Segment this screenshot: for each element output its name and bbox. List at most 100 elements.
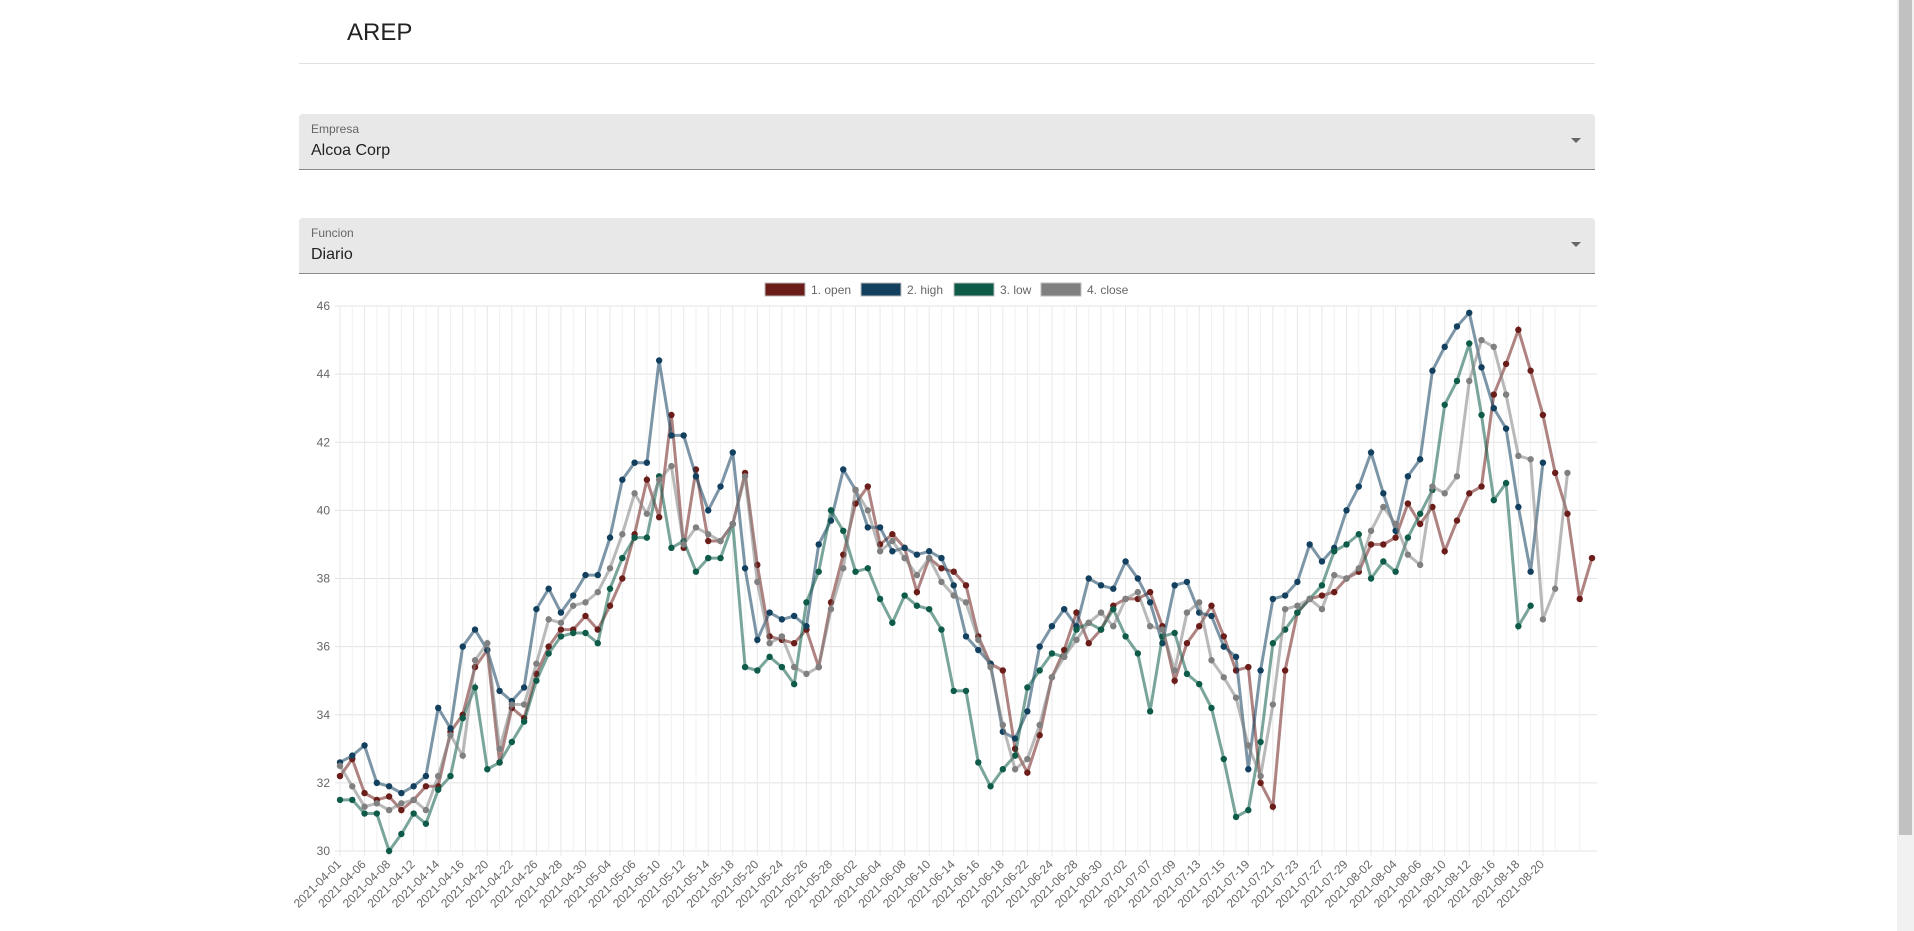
- data-point-high: [1269, 595, 1277, 603]
- y-tick-label: 30: [317, 844, 331, 858]
- data-point-high: [631, 459, 638, 466]
- data-point-open: [950, 568, 957, 575]
- data-point-open: [1404, 500, 1412, 507]
- data-point-low: [1478, 411, 1485, 419]
- data-point-high: [373, 779, 381, 787]
- data-point-high: [1024, 708, 1031, 715]
- data-point-open: [582, 612, 589, 620]
- data-point-close: [1036, 721, 1043, 729]
- data-point-high: [349, 752, 356, 759]
- data-point-close: [1466, 377, 1473, 385]
- data-point-open: [1416, 520, 1424, 528]
- data-point-low: [1048, 650, 1056, 657]
- data-point-low: [570, 629, 577, 637]
- data-point-close: [950, 592, 957, 599]
- data-point-open: [705, 537, 712, 545]
- data-point-close: [925, 554, 933, 562]
- data-point-open: [889, 531, 896, 538]
- data-point-high: [1171, 582, 1178, 589]
- data-point-open: [643, 476, 651, 483]
- data-point-close: [717, 537, 724, 545]
- data-point-close: [1245, 742, 1252, 749]
- data-point-close: [1294, 602, 1301, 609]
- data-point-high: [655, 357, 663, 364]
- data-point-open: [1576, 595, 1583, 603]
- main-container: AREP Empresa Alcoa Corp Funcion Diario: [299, 0, 1595, 274]
- chevron-down-icon[interactable]: [1571, 138, 1581, 143]
- y-tick-label: 46: [317, 299, 331, 313]
- data-point-low: [1343, 541, 1350, 548]
- data-point-low: [1331, 548, 1338, 555]
- data-point-low: [901, 592, 908, 599]
- data-point-low: [361, 810, 368, 817]
- data-point-high: [913, 551, 921, 558]
- chevron-down-icon[interactable]: [1571, 242, 1581, 247]
- data-point-close: [1478, 336, 1485, 344]
- data-point-low: [754, 667, 761, 674]
- data-point-close: [938, 578, 945, 586]
- data-point-low: [631, 534, 638, 541]
- data-point-high: [410, 783, 417, 790]
- data-point-low: [1110, 605, 1117, 613]
- data-point-low: [373, 810, 381, 817]
- data-point-high: [741, 565, 749, 572]
- data-point-low: [852, 568, 859, 575]
- data-point-close: [410, 796, 417, 804]
- data-point-high: [385, 783, 393, 790]
- data-point-open: [1196, 622, 1203, 630]
- data-point-low: [1011, 752, 1019, 759]
- data-point-low: [876, 595, 884, 603]
- data-point-high: [619, 476, 626, 483]
- data-point-high: [1232, 653, 1240, 661]
- series-line-low: [340, 343, 1532, 855]
- data-point-high: [1085, 575, 1092, 582]
- legend-swatch-close: [1040, 282, 1082, 297]
- funcion-select[interactable]: Funcion Diario: [299, 218, 1595, 274]
- data-point-low: [1490, 496, 1498, 504]
- data-point-high: [1416, 456, 1424, 463]
- legend-label-open: 1. open: [811, 283, 851, 297]
- data-point-high: [1220, 643, 1227, 650]
- legend-label-low: 3. low: [1000, 283, 1032, 297]
- app-header: AREP: [299, 0, 1595, 64]
- data-point-close: [1404, 551, 1412, 558]
- data-point-close: [790, 663, 798, 671]
- data-point-close: [840, 565, 847, 572]
- data-point-close: [1232, 694, 1240, 701]
- data-point-high: [1294, 578, 1301, 586]
- data-point-open: [1453, 517, 1461, 524]
- data-point-open: [398, 806, 405, 814]
- funcion-label: Funcion: [311, 226, 354, 240]
- data-point-close: [1551, 585, 1559, 592]
- data-point-close: [901, 554, 908, 562]
- funcion-value: Diario: [311, 246, 353, 263]
- data-point-open: [1551, 469, 1559, 477]
- data-point-open: [1380, 541, 1387, 548]
- y-tick-label: 40: [317, 503, 331, 517]
- data-point-close: [447, 731, 454, 739]
- data-point-close: [864, 507, 872, 514]
- data-point-high: [1281, 592, 1289, 599]
- page-scrollbar[interactable]: [1897, 0, 1914, 931]
- data-point-close: [1011, 766, 1019, 773]
- data-point-close: [1490, 343, 1498, 351]
- data-point-high: [705, 507, 712, 514]
- data-point-close: [1183, 609, 1191, 616]
- data-point-open: [1367, 541, 1375, 548]
- empresa-select[interactable]: Empresa Alcoa Corp: [299, 114, 1595, 170]
- data-point-low: [1515, 622, 1522, 630]
- data-point-low: [999, 766, 1007, 773]
- data-point-close: [1073, 636, 1080, 644]
- data-point-close: [1024, 755, 1031, 763]
- data-point-close: [1171, 667, 1178, 674]
- data-point-open: [545, 643, 552, 650]
- data-point-close: [975, 636, 982, 644]
- data-point-close: [545, 616, 552, 623]
- data-point-low: [1245, 806, 1252, 814]
- data-point-close: [619, 531, 626, 538]
- data-point-low: [705, 554, 712, 562]
- page-scrollbar-thumb[interactable]: [1899, 0, 1912, 835]
- data-point-low: [1355, 531, 1362, 538]
- data-point-low: [803, 599, 810, 606]
- data-point-high: [1527, 568, 1534, 575]
